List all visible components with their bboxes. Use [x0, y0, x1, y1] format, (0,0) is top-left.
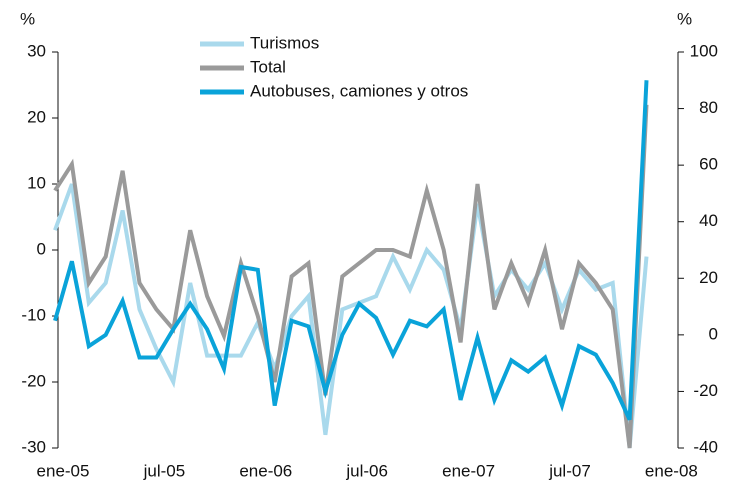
legend-label: Total — [250, 57, 286, 76]
y2-tick-label: 20 — [699, 268, 718, 287]
y-tick-label: 20 — [27, 107, 46, 126]
y-tick-label: -10 — [21, 305, 46, 324]
y2-unit: % — [677, 9, 692, 28]
y2-tick-label: -40 — [693, 437, 718, 456]
y-tick-label: -30 — [21, 437, 46, 456]
y2-tick-label: 0 — [709, 324, 718, 343]
x-tick-label: jul-07 — [548, 461, 591, 480]
y-unit: % — [20, 9, 35, 28]
y-tick-label: 10 — [27, 173, 46, 192]
y2-tick-label: 100 — [690, 41, 718, 60]
y2-tick-label: 40 — [699, 211, 718, 230]
y2-tick-label: 80 — [699, 98, 718, 117]
x-tick-label: ene-05 — [37, 461, 90, 480]
x-tick-label: ene-06 — [239, 461, 292, 480]
y-tick-label: 30 — [27, 41, 46, 60]
x-tick-label: ene-07 — [442, 461, 495, 480]
y-tick-label: 0 — [37, 239, 46, 258]
y2-tick-label: 60 — [699, 155, 718, 174]
x-tick-label: ene-08 — [645, 461, 698, 480]
legend-label: Turismos — [250, 33, 319, 52]
x-tick-label: jul-05 — [143, 461, 186, 480]
y2-tick-label: -20 — [693, 381, 718, 400]
x-tick-label: jul-06 — [345, 461, 388, 480]
legend-label: Autobuses, camiones y otros — [250, 81, 468, 100]
series-line — [53, 104, 649, 449]
y-tick-label: -20 — [21, 371, 46, 390]
series-line — [53, 80, 649, 421]
